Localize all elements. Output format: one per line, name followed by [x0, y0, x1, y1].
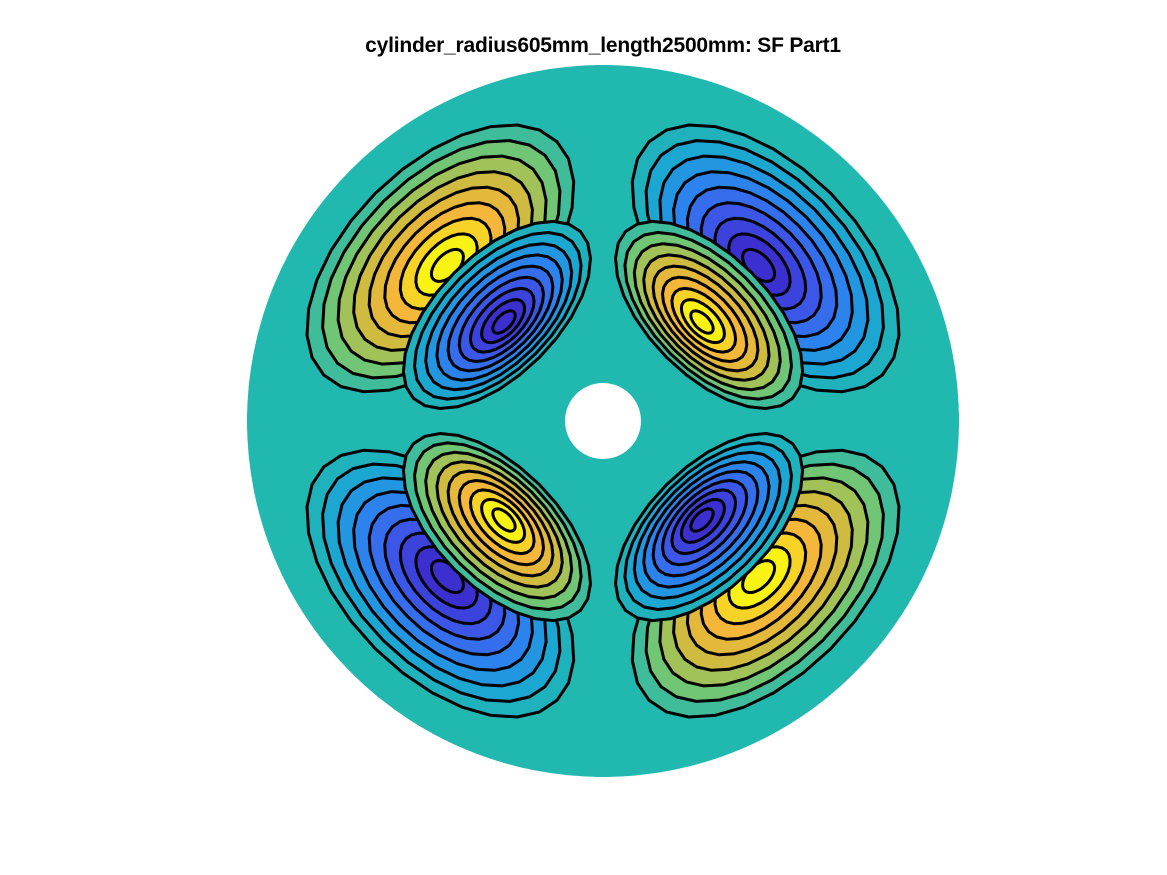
contour-level: [491, 507, 517, 533]
lobe-bottom-right-outer: [630, 448, 901, 719]
lobe-bottom-left-outer: [305, 448, 576, 719]
contour-level: [689, 507, 715, 533]
contour-level: [689, 309, 715, 335]
center-hole: [565, 383, 641, 459]
lobe-top-right-inner: [614, 219, 805, 410]
lobe-bottom-left-inner: [401, 432, 592, 623]
lobe-bottom-right-inner: [614, 432, 805, 623]
lobe-top-left-inner: [401, 219, 592, 410]
contour-level: [491, 309, 517, 335]
chart-title: cylinder_radius605mm_length2500mm: SF Pa…: [365, 34, 841, 57]
lobe-top-right-outer: [630, 123, 901, 394]
